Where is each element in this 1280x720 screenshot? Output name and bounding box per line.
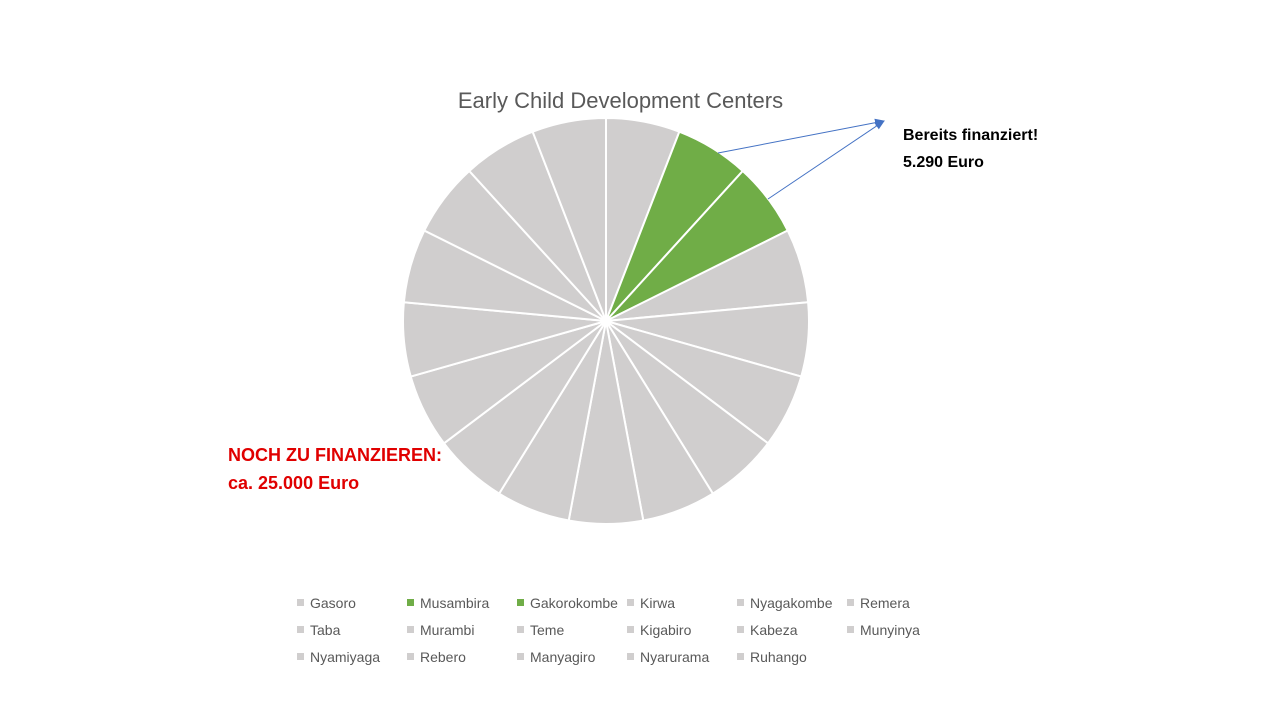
legend-swatch <box>517 653 524 660</box>
pie-slice-ruhango <box>531 116 607 322</box>
chart-legend: Gasoro Musambira Gakorokombe Kirwa Nyagakomb… <box>297 589 957 670</box>
legend-label: Murambi <box>420 621 475 638</box>
legend-label: Gasoro <box>310 594 356 611</box>
legend-item-nyarurama: Nyarurama <box>627 643 737 670</box>
legend-item-murambi: Murambi <box>407 616 517 643</box>
callout-arrows <box>717 118 885 200</box>
legend-item-teme: Teme <box>517 616 627 643</box>
legend-label: Kabeza <box>750 621 798 638</box>
funded-callout-amount: 5.290 Euro <box>903 154 984 171</box>
legend-label: Nyagakombe <box>750 594 833 611</box>
legend-swatch <box>407 599 414 606</box>
legend-label: Gakorokombe <box>530 594 618 611</box>
legend-item-kabeza: Kabeza <box>737 616 847 643</box>
legend-swatch <box>737 599 744 606</box>
open-callout-label: NOCH ZU FINANZIEREN: <box>228 445 442 465</box>
callout-arrow-1 <box>717 118 885 154</box>
legend-item-remera: Remera <box>847 589 957 616</box>
legend-item-munyinya: Munyinya <box>847 616 957 643</box>
legend-item-rebero: Rebero <box>407 643 517 670</box>
legend-swatch <box>297 653 304 660</box>
legend-swatch <box>737 653 744 660</box>
legend-item-gasoro: Gasoro <box>297 589 407 616</box>
legend-label: Musambira <box>420 594 490 611</box>
legend-label: Manyagiro <box>530 648 596 665</box>
chart-title: Early Child Development Centers <box>457 88 784 113</box>
legend-label: Remera <box>860 594 910 611</box>
legend-swatch <box>297 599 304 606</box>
legend-item-kirwa: Kirwa <box>627 589 737 616</box>
legend-swatch <box>297 626 304 633</box>
funded-callout: Bereits finanziert! 5.290 Euro <box>903 122 1038 176</box>
pie-slices <box>402 116 810 525</box>
legend-item-taba: Taba <box>297 616 407 643</box>
legend-swatch <box>407 653 414 660</box>
legend-item-gakorokombe: Gakorokombe <box>517 589 627 616</box>
legend-label: Nyamiyaga <box>310 648 381 665</box>
legend-item-musambira: Musambira <box>407 589 517 616</box>
legend-label: Taba <box>310 621 341 638</box>
legend-label: Kirwa <box>640 594 676 611</box>
legend-swatch <box>627 653 634 660</box>
legend-label: Nyarurama <box>640 648 710 665</box>
legend-item-nyamiyaga: Nyamiyaga <box>297 643 407 670</box>
legend-swatch <box>407 626 414 633</box>
callout-arrow-2 <box>767 120 885 200</box>
open-callout: NOCH ZU FINANZIEREN: ca. 25.000 Euro <box>228 441 442 497</box>
legend-swatch <box>847 626 854 633</box>
legend-item-ruhango: Ruhango <box>737 643 847 670</box>
legend-item-kigabiro: Kigabiro <box>627 616 737 643</box>
legend-label: Munyinya <box>860 621 920 638</box>
legend-swatch <box>627 599 634 606</box>
funded-callout-label: Bereits finanziert! <box>903 127 1039 144</box>
legend-label: Teme <box>530 621 565 638</box>
open-callout-amount: ca. 25.000 Euro <box>228 473 360 493</box>
legend-swatch <box>737 626 744 633</box>
legend-label: Rebero <box>420 648 466 665</box>
legend-swatch <box>517 599 524 606</box>
legend-label: Ruhango <box>750 648 807 665</box>
legend-item-manyagiro: Manyagiro <box>517 643 627 670</box>
legend-swatch <box>847 599 854 606</box>
legend-swatch <box>627 626 634 633</box>
legend-item-nyagakombe: Nyagakombe <box>737 589 847 616</box>
legend-swatch <box>517 626 524 633</box>
legend-label: Kigabiro <box>640 621 692 638</box>
